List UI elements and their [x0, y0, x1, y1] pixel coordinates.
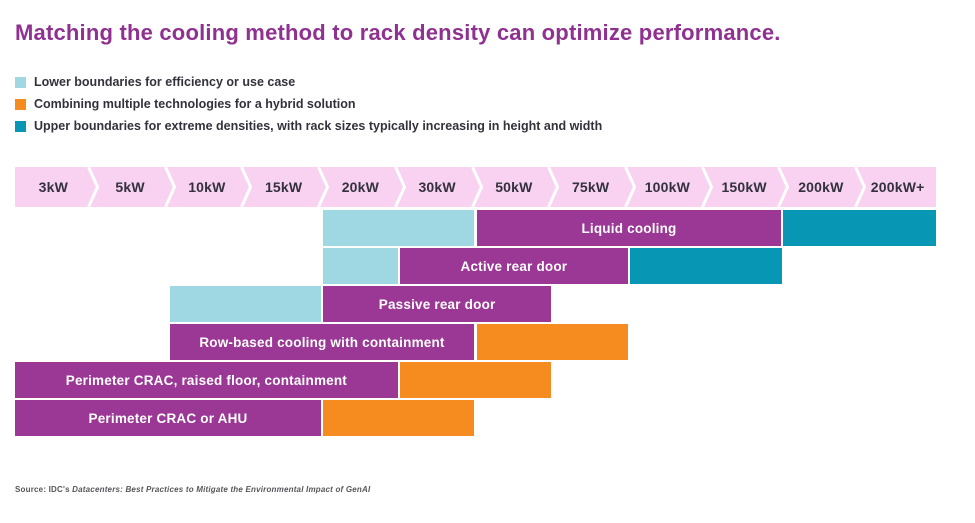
legend-label: Upper boundaries for extreme densities, … [34, 119, 603, 133]
bar-segment-main: Row-based cooling with containment [169, 324, 475, 360]
legend-swatch-hybrid-icon [15, 99, 26, 110]
legend-swatch-upper-icon [15, 121, 26, 132]
bar-segment-hybrid [399, 362, 552, 398]
bar-segment-hybrid [322, 400, 475, 436]
density-step: 150kW [721, 179, 767, 195]
density-step: 10kW [188, 179, 226, 195]
density-step: 15kW [264, 179, 303, 195]
source-reference: Datacenters: Best Practices to Mitigate … [72, 485, 371, 494]
bar-row-passive-rear-door: Passive rear door [15, 286, 936, 322]
bar-segment-upper [783, 210, 936, 246]
bar-segment-main: Active rear door [399, 248, 628, 284]
legend-label: Lower boundaries for efficiency or use c… [34, 75, 296, 89]
bar-rows: Liquid cooling Active rear door Passive … [15, 210, 936, 436]
density-scale: 3kW 5kW 10kW 15kW 20kW 30kW 50kW 75kW 10… [15, 167, 936, 207]
bar-row-active-rear-door: Active rear door [15, 248, 936, 284]
bar-segment-upper [630, 248, 782, 284]
density-step: 100kW [644, 179, 691, 195]
bar-segment-main: Perimeter CRAC, raised floor, containmen… [15, 362, 398, 398]
bar-segment-lower [322, 210, 475, 246]
legend-item-upper: Upper boundaries for extreme densities, … [15, 119, 602, 134]
source-prefix: Source: IDC's [15, 485, 73, 494]
density-step: 20kW [341, 179, 380, 195]
density-chart: 3kW 5kW 10kW 15kW 20kW 30kW 50kW 75kW 10… [15, 167, 936, 438]
density-step: 30kW [418, 179, 456, 195]
bar-segment-main: Liquid cooling [476, 210, 782, 246]
bar-row-perimeter-crac-raised-floor: Perimeter CRAC, raised floor, containmen… [15, 362, 936, 398]
legend-swatch-lower-icon [15, 77, 26, 88]
page-title: Matching the cooling method to rack dens… [15, 20, 781, 45]
density-step: 200kW+ [870, 179, 925, 195]
bar-segment-lower [169, 286, 321, 322]
bar-segment-main: Passive rear door [322, 286, 552, 322]
density-step: 75kW [571, 179, 610, 195]
legend-item-hybrid: Combining multiple technologies for a hy… [15, 97, 602, 112]
bar-segment-lower [322, 248, 398, 284]
bar-label: Liquid cooling [581, 220, 677, 236]
bar-label: Passive rear door [378, 296, 496, 312]
bar-segment-hybrid [476, 324, 628, 360]
bar-label: Row-based cooling with containment [199, 334, 445, 350]
legend-label: Combining multiple technologies for a hy… [34, 97, 356, 111]
legend-item-lower: Lower boundaries for efficiency or use c… [15, 75, 602, 90]
bar-row-row-based-cooling: Row-based cooling with containment [15, 324, 936, 360]
density-step: 5kW [115, 179, 145, 195]
bar-row-perimeter-crac-or-ahu: Perimeter CRAC or AHU [15, 400, 936, 436]
density-step: 3kW [38, 179, 69, 195]
bar-segment-main: Perimeter CRAC or AHU [15, 400, 321, 436]
bar-label: Active rear door [460, 258, 568, 274]
bar-label: Perimeter CRAC, raised floor, containmen… [65, 372, 347, 388]
bar-row-liquid-cooling: Liquid cooling [15, 210, 936, 246]
bar-label: Perimeter CRAC or AHU [88, 410, 248, 426]
source-note: Source: IDC's Datacenters: Best Practice… [15, 485, 370, 494]
legend: Lower boundaries for efficiency or use c… [15, 75, 602, 141]
density-step: 200kW [798, 179, 844, 195]
density-step: 50kW [495, 179, 533, 195]
